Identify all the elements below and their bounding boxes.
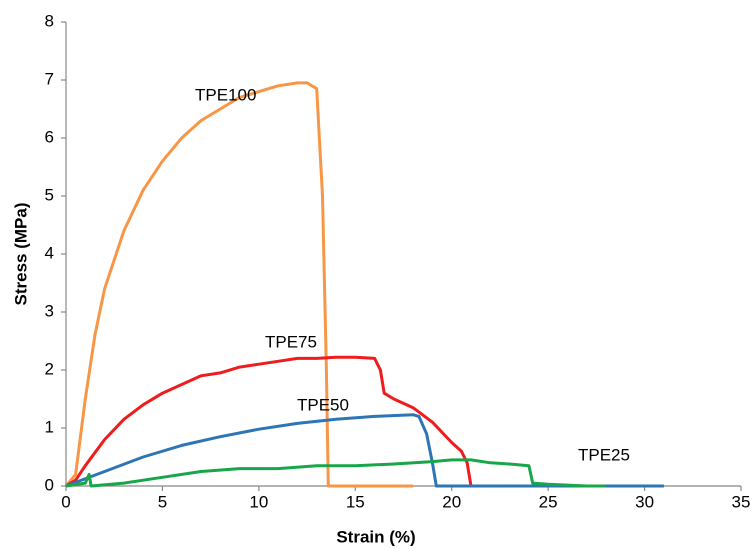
- x-tick-label: 30: [635, 492, 654, 511]
- x-axis-label: Strain (%): [336, 527, 415, 546]
- y-tick-label: 4: [45, 243, 54, 262]
- y-tick-label: 7: [45, 69, 54, 88]
- x-tick-label: 25: [539, 492, 558, 511]
- x-tick-label: 20: [442, 492, 461, 511]
- x-tick-label: 10: [249, 492, 268, 511]
- x-tick-label: 35: [732, 492, 751, 511]
- x-tick-label: 0: [61, 492, 70, 511]
- series-line: [65, 355, 473, 488]
- series-line: [65, 458, 606, 488]
- series-line: [65, 413, 664, 488]
- series-label: TPE25: [578, 445, 630, 464]
- y-tick-label: 6: [45, 127, 54, 146]
- y-tick-label: 3: [45, 301, 54, 320]
- x-tick-label: 15: [346, 492, 365, 511]
- y-tick-label: 2: [45, 359, 54, 378]
- y-tick-label: 5: [45, 185, 54, 204]
- y-axis-label: Stress (MPa): [11, 203, 30, 306]
- series-line: [64, 81, 414, 488]
- y-tick-label: 8: [45, 11, 54, 30]
- y-tick-label: 1: [45, 417, 54, 436]
- y-tick-label: 0: [45, 475, 54, 494]
- series-label: TPE50: [297, 395, 349, 414]
- series-label: TPE100: [195, 85, 256, 104]
- x-tick-label: 5: [158, 492, 167, 511]
- series-label: TPE75: [265, 332, 317, 351]
